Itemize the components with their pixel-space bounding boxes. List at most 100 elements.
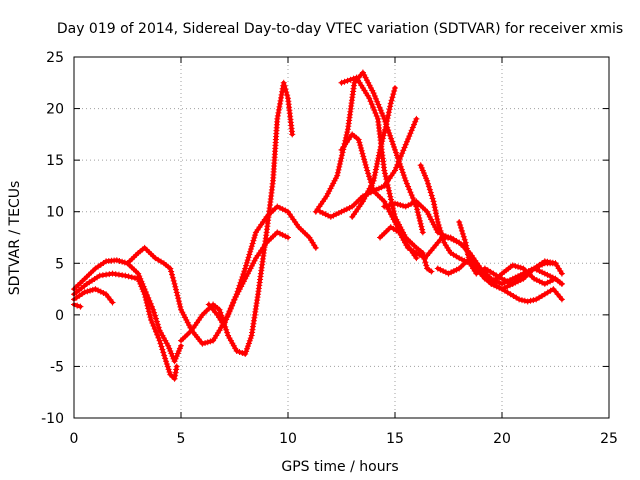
data-point: [396, 221, 403, 228]
grid: [74, 57, 609, 418]
data-point: [100, 289, 107, 296]
data-point: [365, 79, 372, 86]
data-point: [450, 237, 457, 244]
data-point: [163, 358, 170, 365]
data-point: [434, 265, 441, 272]
data-point: [387, 196, 394, 203]
data-point: [385, 109, 392, 116]
data-point: [393, 164, 400, 171]
data-point: [530, 297, 537, 304]
data-point: [245, 340, 252, 347]
data-point: [274, 229, 281, 236]
data-point: [407, 130, 414, 137]
data-point: [242, 275, 249, 282]
data-point: [387, 132, 394, 139]
data-point: [456, 219, 463, 226]
data-point: [496, 279, 503, 286]
data-point: [361, 195, 368, 202]
data-point: [229, 302, 236, 309]
data-point: [363, 77, 370, 84]
data-point: [103, 271, 110, 278]
data-point: [289, 131, 296, 138]
data-point: [504, 283, 511, 290]
data-point: [171, 280, 178, 287]
data-point: [456, 255, 463, 262]
data-point: [274, 203, 281, 210]
data-point: [234, 291, 241, 298]
data-point: [173, 363, 180, 370]
data-point: [419, 229, 426, 236]
data-point: [504, 278, 511, 285]
data-point: [145, 305, 152, 312]
data-point: [381, 129, 388, 136]
data-point: [369, 180, 376, 187]
data-point: [436, 224, 443, 231]
data-point: [383, 121, 390, 128]
data-point: [144, 302, 151, 309]
data-point: [250, 237, 257, 244]
data-point: [387, 103, 394, 110]
data-point: [151, 325, 158, 332]
data-point: [176, 345, 183, 352]
data-point: [541, 270, 548, 277]
data-point: [225, 332, 232, 339]
data-point: [419, 167, 426, 174]
plot-area: [71, 69, 565, 382]
data-point: [226, 307, 233, 314]
data-point: [155, 324, 162, 331]
data-point: [509, 280, 516, 287]
data-point: [406, 186, 413, 193]
data-point: [385, 112, 392, 119]
data-point: [459, 230, 466, 237]
data-point: [392, 200, 398, 207]
data-point: [390, 91, 397, 98]
data-point: [374, 98, 381, 105]
data-point: [465, 251, 472, 258]
data-point: [89, 286, 96, 293]
data-point: [453, 238, 460, 245]
data-point: [174, 350, 181, 357]
data-point: [327, 213, 334, 220]
data-point: [366, 173, 373, 180]
data-point: [125, 273, 132, 280]
data-point: [175, 295, 182, 302]
data-point: [415, 212, 422, 219]
data-point: [338, 155, 345, 162]
data-point: [356, 139, 363, 146]
data-point: [374, 158, 381, 165]
data-point: [285, 234, 291, 241]
data-point: [417, 162, 424, 169]
data-point: [341, 78, 348, 85]
data-point: [531, 275, 538, 282]
data-point: [512, 279, 519, 286]
data-point: [558, 296, 565, 303]
data-point: [390, 208, 397, 215]
data-point: [421, 172, 428, 179]
data-point: [541, 258, 548, 265]
data-point: [387, 193, 394, 200]
data-point: [240, 278, 247, 285]
data-point: [202, 339, 209, 346]
data-point: [371, 92, 378, 99]
data-point: [392, 167, 398, 174]
data-point: [357, 142, 364, 149]
data-point: [282, 207, 289, 214]
data-point: [335, 166, 342, 173]
data-point: [275, 109, 282, 116]
data-point: [247, 265, 254, 272]
data-point: [499, 280, 505, 287]
data-point: [279, 231, 286, 238]
data-point: [95, 287, 102, 294]
data-point: [499, 275, 505, 282]
data-point: [172, 283, 179, 290]
data-point: [391, 144, 398, 151]
y-tick-label: 5: [55, 256, 64, 272]
data-point: [463, 245, 470, 252]
data-point: [450, 268, 457, 275]
data-point: [135, 275, 142, 282]
data-point: [170, 277, 177, 284]
data-point: [386, 202, 393, 209]
data-point: [462, 239, 469, 246]
data-point: [558, 270, 565, 277]
data-point: [432, 224, 439, 231]
